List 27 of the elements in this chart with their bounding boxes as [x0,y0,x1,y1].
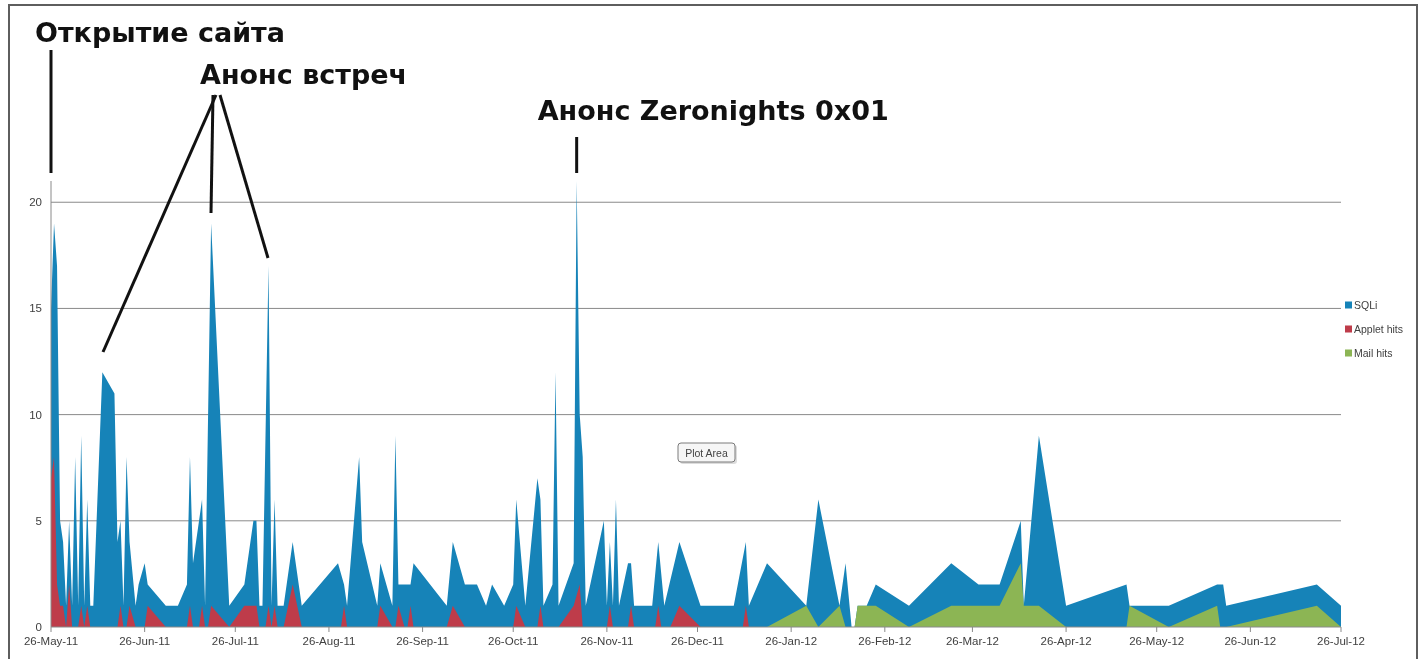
y-tick-label: 0 [35,621,42,633]
y-tick-label: 20 [29,196,42,209]
y-tick-label: 15 [29,302,42,315]
x-tick-label: 26-Oct-11 [488,635,539,647]
x-tick-label: 26-Jan-12 [765,635,818,647]
text: Анонс встреч [200,59,408,90]
annotation: Анонс Zeronights 0x01 [537,95,889,126]
x-tick-label: 26-Nov-11 [580,635,634,647]
legend-label: Applet hits [1354,323,1404,335]
x-tick-label: 26-Aug-11 [302,635,356,647]
y-tick-label: 10 [29,408,42,421]
x-tick-label: 26-Apr-12 [1040,635,1092,647]
y-tick-label: 5 [35,514,42,527]
x-tick-label: 26-Jun-12 [1224,635,1277,647]
x-tick-label: 26-May-11 [23,635,79,647]
x-tick-label: 26-Jul-11 [211,635,259,647]
x-tick-label: 26-Sep-11 [396,635,450,647]
legend-label: Mail hits [1354,347,1393,359]
annotation: Plot Area [685,446,728,459]
text: Открытие сайта [35,17,285,48]
x-tick-label: 26-Mar-12 [945,635,999,647]
legend-label: SQLi [1354,299,1378,311]
x-tick-label: 26-Jun-11 [119,635,171,647]
x-tick-label: 26-Dec-11 [671,635,724,647]
x-tick-label: 26-May-12 [1129,635,1185,647]
x-tick-label: 26-Jul-12 [1317,635,1365,647]
x-tick-label: 26-Feb-12 [858,635,912,647]
